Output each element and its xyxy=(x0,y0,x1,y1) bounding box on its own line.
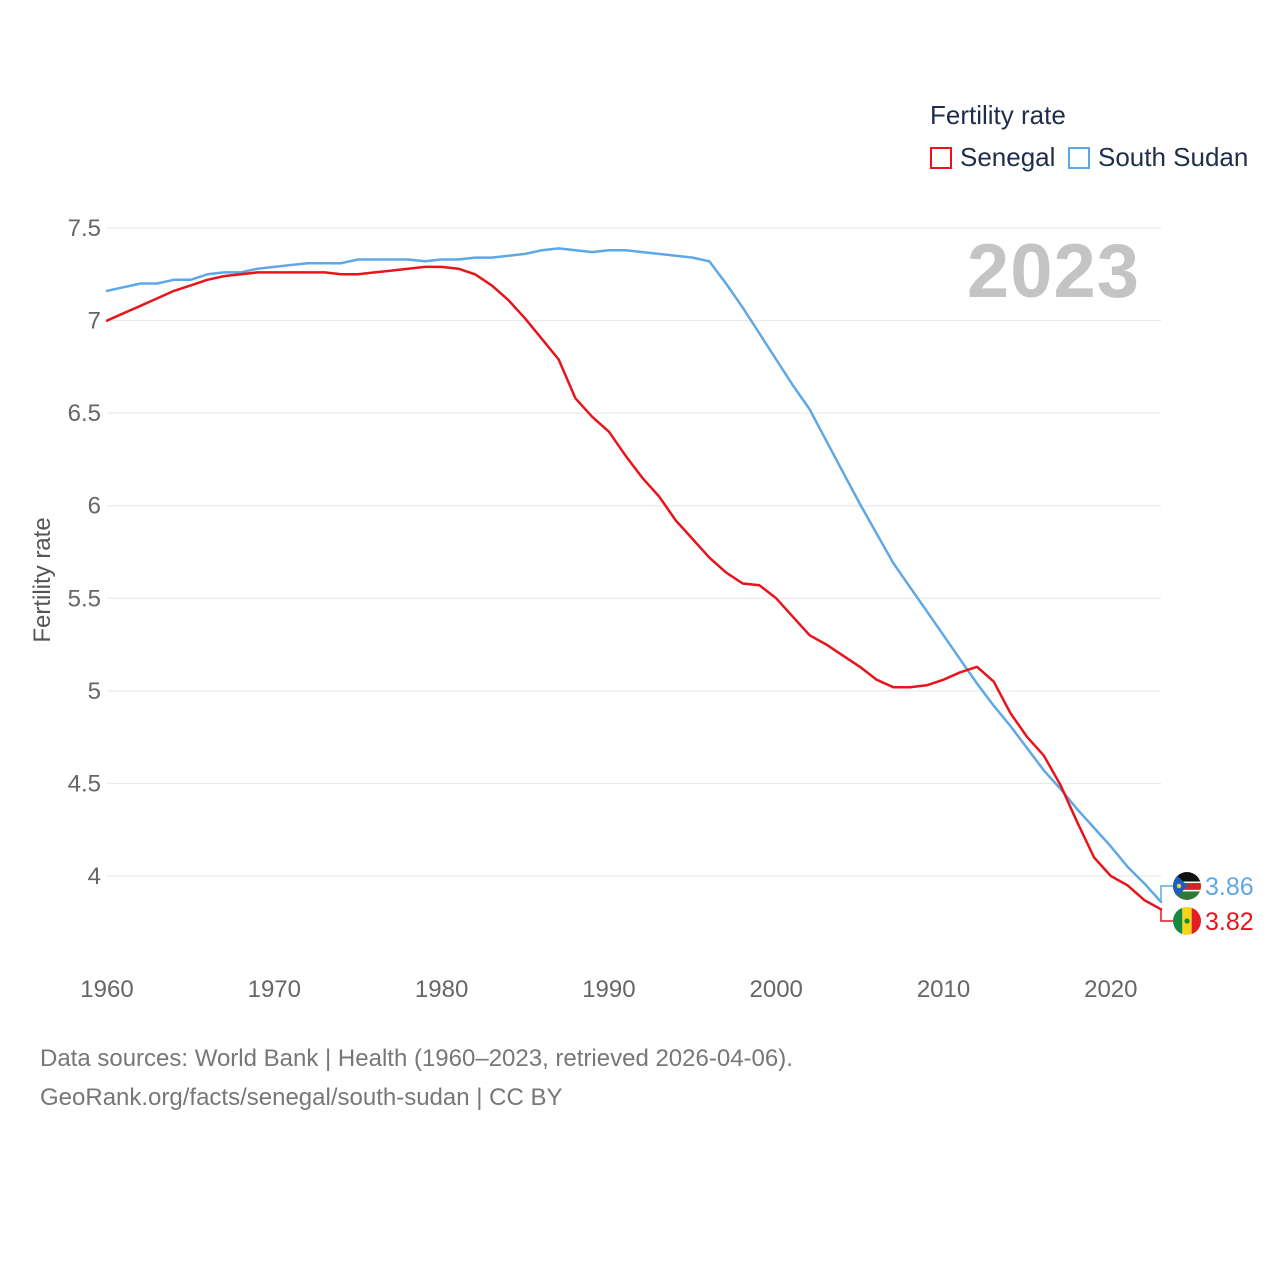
end-connector-senegal xyxy=(1160,909,1173,922)
flag-stripe-green xyxy=(1173,889,1201,900)
y-axis-ticks: 4 4.5 5 5.5 6 6.5 7 7.5 xyxy=(68,215,101,890)
south-sudan-flag-icon xyxy=(1173,872,1201,900)
gridlines xyxy=(107,227,1161,877)
x-tick-label: 1990 xyxy=(582,976,635,1003)
x-tick-label: 1980 xyxy=(415,976,468,1003)
x-tick-label: 2000 xyxy=(750,976,803,1003)
legend-item-senegal[interactable]: Senegal xyxy=(930,142,1055,173)
legend-title: Fertility rate xyxy=(930,100,1066,130)
footer-attribution: GeoRank.org/facts/senegal/south-sudan | … xyxy=(40,1084,563,1111)
y-axis-label: Fertility rate xyxy=(29,517,56,643)
end-connector-south-sudan xyxy=(1160,885,1173,902)
x-tick-label: 1970 xyxy=(248,976,301,1003)
flag-body xyxy=(1173,907,1201,935)
series-line-senegal xyxy=(105,265,1163,911)
current-year-label: 2023 xyxy=(966,229,1140,314)
y-tick-label: 4 xyxy=(88,863,101,890)
flag-stripe-black xyxy=(1173,872,1201,883)
flag-star xyxy=(1176,883,1182,889)
flag-fimbriation-bottom xyxy=(1173,889,1201,892)
end-value-label-south-sudan: 3.86 xyxy=(1205,873,1254,901)
legend-label-senegal: Senegal xyxy=(960,142,1056,172)
series-lines xyxy=(105,247,1163,911)
y-tick-label: 6.5 xyxy=(68,400,101,427)
legend-label-south-sudan: South Sudan xyxy=(1098,142,1249,172)
flag-body xyxy=(1173,872,1201,900)
end-labels: 3.86 3.82 xyxy=(1160,872,1254,936)
flag-star xyxy=(1184,918,1190,924)
y-tick-label: 7 xyxy=(88,308,101,335)
x-tick-label: 2010 xyxy=(917,976,970,1003)
y-tick-label: 4.5 xyxy=(68,770,101,797)
y-tick-label: 5 xyxy=(88,678,101,705)
end-value-label-senegal: 3.82 xyxy=(1205,908,1254,936)
legend-swatch-south-sudan xyxy=(1068,146,1090,169)
x-tick-label: 1960 xyxy=(80,976,133,1003)
y-tick-label: 6 xyxy=(88,493,101,520)
series-line-south-sudan xyxy=(105,247,1163,904)
y-tick-label: 7.5 xyxy=(68,215,101,242)
legend-item-south-sudan[interactable]: South Sudan xyxy=(1068,142,1248,173)
x-axis-ticks: 1960 1970 1980 1990 2000 2010 2020 xyxy=(80,976,1137,1003)
footer-sources: Data sources: World Bank | Health (1960–… xyxy=(40,1045,793,1072)
flag-band-green xyxy=(1173,907,1183,935)
x-tick-label: 2020 xyxy=(1084,976,1137,1003)
legend-swatch-senegal xyxy=(930,146,952,169)
y-tick-label: 5.5 xyxy=(68,585,101,612)
senegal-flag-icon xyxy=(1173,907,1201,935)
flag-band-red xyxy=(1191,907,1201,935)
flag-fimbriation-top xyxy=(1173,881,1201,884)
